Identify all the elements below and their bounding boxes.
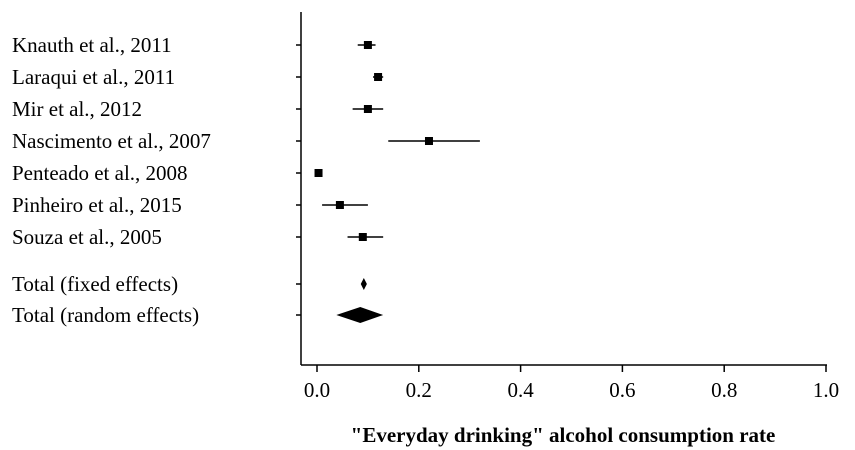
study-label: Nascimento et al., 2007 — [12, 129, 211, 153]
x-tick-label: 0.4 — [507, 378, 534, 402]
pooled-estimate-diamond — [336, 307, 384, 323]
point-estimate-square — [358, 233, 367, 241]
study-label: Penteado et al., 2008 — [12, 161, 188, 185]
pooled-estimate-diamond — [360, 278, 367, 290]
study-label: Knauth et al., 2011 — [12, 33, 172, 57]
x-tick-label: 0.8 — [711, 378, 737, 402]
x-tick-label: 1.0 — [813, 378, 839, 402]
x-axis-title: "Everyday drinking" alcohol consumption … — [351, 423, 776, 447]
axes: 0.0 0.2 0.4 0.6 0.8 1.0 — [296, 12, 839, 402]
study-label: Pinheiro et al., 2015 — [12, 193, 182, 217]
total-label: Total (random effects) — [12, 303, 199, 327]
study-labels: Knauth et al., 2011 Laraqui et al., 2011 M… — [12, 33, 211, 327]
plot-marks — [314, 41, 480, 323]
study-label: Mir et al., 2012 — [12, 97, 142, 121]
point-estimate-square — [363, 41, 372, 49]
point-estimate-square — [424, 137, 433, 145]
total-label: Total (fixed effects) — [12, 272, 178, 296]
point-estimate-square — [374, 73, 383, 81]
point-estimate-square — [335, 201, 344, 209]
x-tick-label: 0.6 — [609, 378, 635, 402]
x-tick-label: 0.2 — [406, 378, 432, 402]
point-estimate-square — [314, 169, 323, 177]
x-tick-label: 0.0 — [304, 378, 330, 402]
point-estimate-square — [363, 105, 372, 113]
study-label: Souza et al., 2005 — [12, 225, 162, 249]
study-label: Laraqui et al., 2011 — [12, 65, 175, 89]
